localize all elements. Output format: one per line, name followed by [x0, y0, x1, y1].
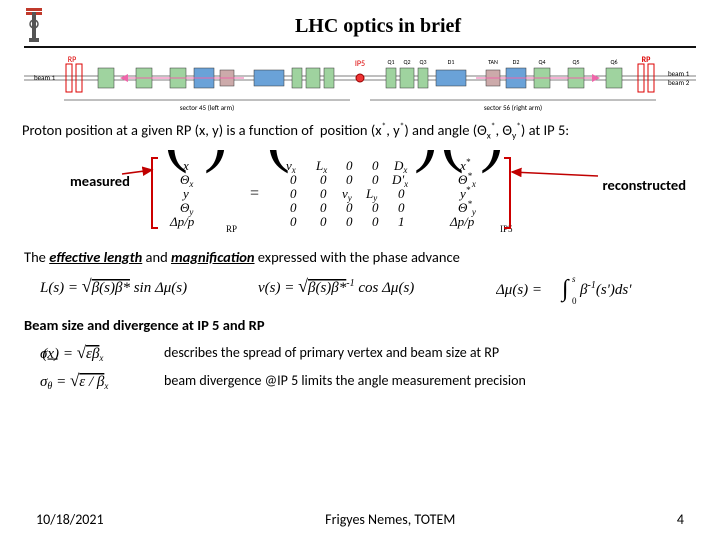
- footer-date: 10/18/2021: [36, 511, 104, 528]
- svg-text:=: =: [250, 185, 259, 202]
- svg-text:0: 0: [290, 214, 297, 229]
- svg-text:beam 1: beam 1: [34, 73, 56, 82]
- eff-length-line: The effective length and magnification e…: [24, 248, 696, 266]
- svg-text:0: 0: [346, 172, 353, 187]
- svg-text:Q3: Q3: [419, 58, 426, 66]
- svg-text:0: 0: [398, 200, 405, 215]
- totem-logo: [24, 8, 44, 44]
- svg-text:): ): [480, 150, 504, 174]
- svg-text:RP: RP: [226, 224, 237, 234]
- svg-text:0: 0: [372, 172, 379, 187]
- svg-text:D1: D1: [448, 58, 455, 66]
- ip5-label: IP5: [355, 59, 365, 69]
- beam-desc-1: describes the spread of primary vertex a…: [164, 344, 499, 361]
- reconstructed-label: reconstructed: [603, 176, 686, 194]
- svg-text:0: 0: [372, 200, 379, 215]
- footer-page: 4: [677, 511, 684, 528]
- svg-text:RP: RP: [642, 55, 652, 65]
- svg-text:0: 0: [290, 200, 297, 215]
- svg-text:Q2: Q2: [403, 58, 410, 66]
- title-rule: [24, 46, 696, 48]
- svg-text:σθ = √ε / βx: σθ = √ε / βx: [40, 371, 108, 392]
- svg-text:0: 0: [320, 200, 327, 215]
- svg-text:s: s: [572, 274, 576, 284]
- svg-text:0: 0: [320, 214, 327, 229]
- svg-text:y: y: [181, 186, 189, 201]
- svg-text:0: 0: [346, 200, 353, 215]
- svg-text:1: 1: [398, 214, 405, 229]
- svg-text:sector 56 (right arm): sector 56 (right arm): [484, 103, 542, 112]
- svg-text:0: 0: [320, 186, 327, 201]
- eq-L: L(s) = √β(s)β* sin Δμ(s): [40, 272, 230, 306]
- matrix-equation: measured reconstructed ( x Θx y Θy Δp/p …: [0, 150, 720, 242]
- svg-text:β-1(s')ds': β-1(s')ds': [579, 280, 632, 298]
- svg-text:Δp/p: Δp/p: [169, 214, 195, 229]
- footer: 10/18/2021 Frigyes Nemes, TOTEM 4: [0, 511, 720, 528]
- eq-v: v(s) = √β(s)β*-1 cos Δμ(s): [258, 272, 468, 306]
- header: LHC optics in brief: [0, 0, 720, 46]
- measured-label: measured: [70, 172, 130, 190]
- svg-text:beam 1: beam 1: [668, 69, 690, 78]
- svg-text:beam 2: beam 2: [668, 78, 690, 87]
- svg-text:v(s) = √β(s)β*-1 cos Δμ(s): v(s) = √β(s)β*-1 cos Δμ(s): [258, 276, 414, 296]
- svg-text:Q5: Q5: [572, 58, 579, 66]
- svg-text:L(s) = √β(s)β* sin Δμ(s): L(s) = √β(s)β* sin Δμ(s): [40, 276, 187, 296]
- beamline-diagram: IP5 RP beam 1 Q1 Q2 Q3 D1 TAN D2 Q4 Q5: [24, 54, 696, 112]
- svg-text:∫: ∫: [560, 276, 570, 303]
- svg-text:Δp/p: Δp/p: [449, 214, 475, 229]
- svg-text:sector 45 (left arm): sector 45 (left arm): [180, 103, 234, 112]
- svg-text:0: 0: [290, 172, 297, 187]
- svg-text:0: 0: [346, 158, 353, 173]
- page-title: LHC optics in brief: [60, 15, 696, 38]
- svg-text:0: 0: [290, 186, 297, 201]
- eff-equations: L(s) = √β(s)β* sin Δμ(s) v(s) = √β(s)β*-…: [40, 272, 680, 306]
- svg-text:D2: D2: [513, 58, 520, 66]
- svg-text:TAN: TAN: [488, 58, 498, 66]
- svg-text:x: x: [182, 158, 189, 173]
- svg-text:Q6: Q6: [610, 58, 617, 66]
- svg-text:0: 0: [398, 186, 405, 201]
- svg-text:Q4: Q4: [538, 58, 545, 66]
- svg-text:Δμ(s) =: Δμ(s) =: [496, 282, 542, 298]
- eq-sigma-x: σ⎯(x) = √εβx: [40, 340, 150, 366]
- beam-sigma-theta-row: σθ = √ε / βx beam divergence @IP 5 limit…: [40, 368, 680, 394]
- svg-text:0: 0: [346, 214, 353, 229]
- eq-sigma-theta: σθ = √ε / βx: [40, 368, 150, 394]
- svg-text:0: 0: [372, 158, 379, 173]
- beam-desc-2: beam divergence @IP 5 limits the angle m…: [164, 372, 526, 389]
- svg-text:): ): [414, 150, 438, 174]
- svg-text:RP: RP: [68, 55, 76, 65]
- beam-size-heading: Beam size and divergence at IP 5 and RP: [24, 316, 696, 334]
- svg-text:): ): [204, 150, 228, 174]
- eq-mu: Δμ(s) = ∫ s 0 β-1(s')ds': [496, 272, 676, 306]
- svg-text:σ⎯(x) = √εβx: σ⎯(x) = √εβx: [40, 343, 103, 366]
- svg-text:Q1: Q1: [387, 58, 394, 66]
- footer-center: Frigyes Nemes, TOTEM: [325, 511, 455, 528]
- beam-sigma-x-row: σ⎯(x) = √εβx describes the spread of pri…: [40, 340, 680, 366]
- right-magnets: Q1 Q2 Q3 D1 TAN D2 Q4 Q5 Q6 RP beam 1 be…: [386, 55, 690, 92]
- left-magnets: RP beam 1: [34, 55, 334, 92]
- svg-text:0: 0: [372, 214, 379, 229]
- svg-text:0: 0: [320, 172, 327, 187]
- proton-line: Proton position at a given RP (x, y) is …: [22, 120, 698, 142]
- svg-text:0: 0: [572, 296, 577, 306]
